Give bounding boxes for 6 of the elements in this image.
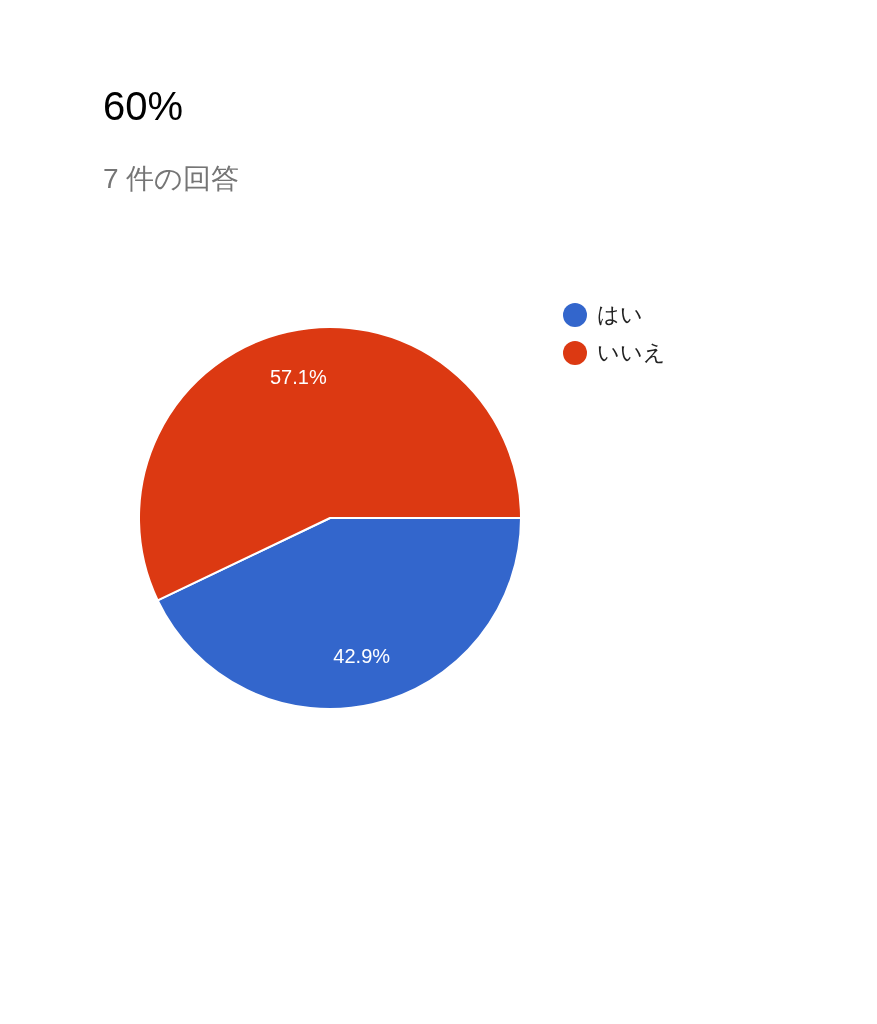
chart-title: 60% — [103, 84, 184, 129]
data-label: 57.1% — [269, 365, 327, 388]
data-label: 42.9% — [333, 645, 391, 668]
legend-label: はい — [597, 301, 643, 329]
chart-subtitle: 7 件の回答 — [103, 162, 240, 196]
legend-label: いいえ — [597, 339, 666, 367]
